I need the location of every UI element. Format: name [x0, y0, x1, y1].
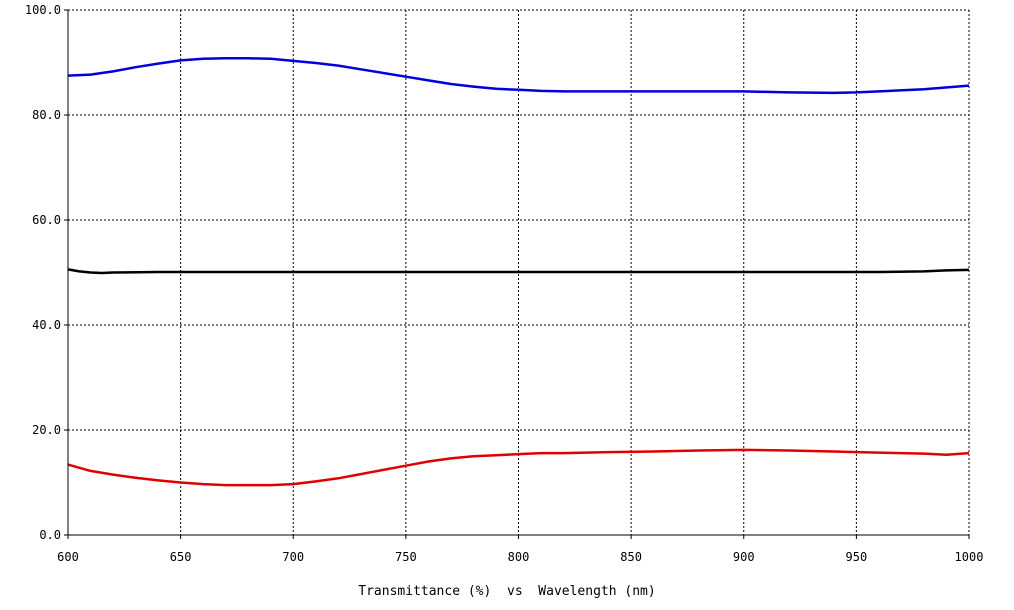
- grid-lines: [68, 9, 970, 535]
- series-line-0: [67, 57, 970, 95]
- x-tick-label-6: 900: [733, 550, 755, 564]
- y-tick-label-5: 100.0: [25, 3, 61, 17]
- x-axis-ticks: 600 650 700 750 800 850 900 950 1000: [57, 535, 983, 564]
- x-tick-label-5: 850: [620, 550, 642, 564]
- y-axis-ticks: 0.0 20.0 40.0 60.0 80.0 100.0: [25, 3, 68, 542]
- x-tick-label-1: 650: [170, 550, 192, 564]
- y-tick-label-0: 0.0: [39, 528, 61, 542]
- y-tick-label-2: 40.0: [32, 318, 61, 332]
- chart-title: Transmittance (%) vs Wavelength (nm): [358, 584, 655, 599]
- y-tick-label-3: 60.0: [32, 213, 61, 227]
- x-tick-label-3: 750: [395, 550, 417, 564]
- x-tick-label-2: 700: [282, 550, 304, 564]
- x-tick-label-7: 950: [846, 550, 868, 564]
- x-tick-label-8: 1000: [955, 550, 984, 564]
- y-tick-label-1: 20.0: [32, 423, 61, 437]
- x-tick-label-4: 800: [508, 550, 530, 564]
- series-line-2: [67, 448, 970, 487]
- data-series: [67, 57, 970, 487]
- series-line-1: [67, 268, 970, 275]
- x-tick-label-0: 600: [57, 550, 79, 564]
- y-tick-label-4: 80.0: [32, 108, 61, 122]
